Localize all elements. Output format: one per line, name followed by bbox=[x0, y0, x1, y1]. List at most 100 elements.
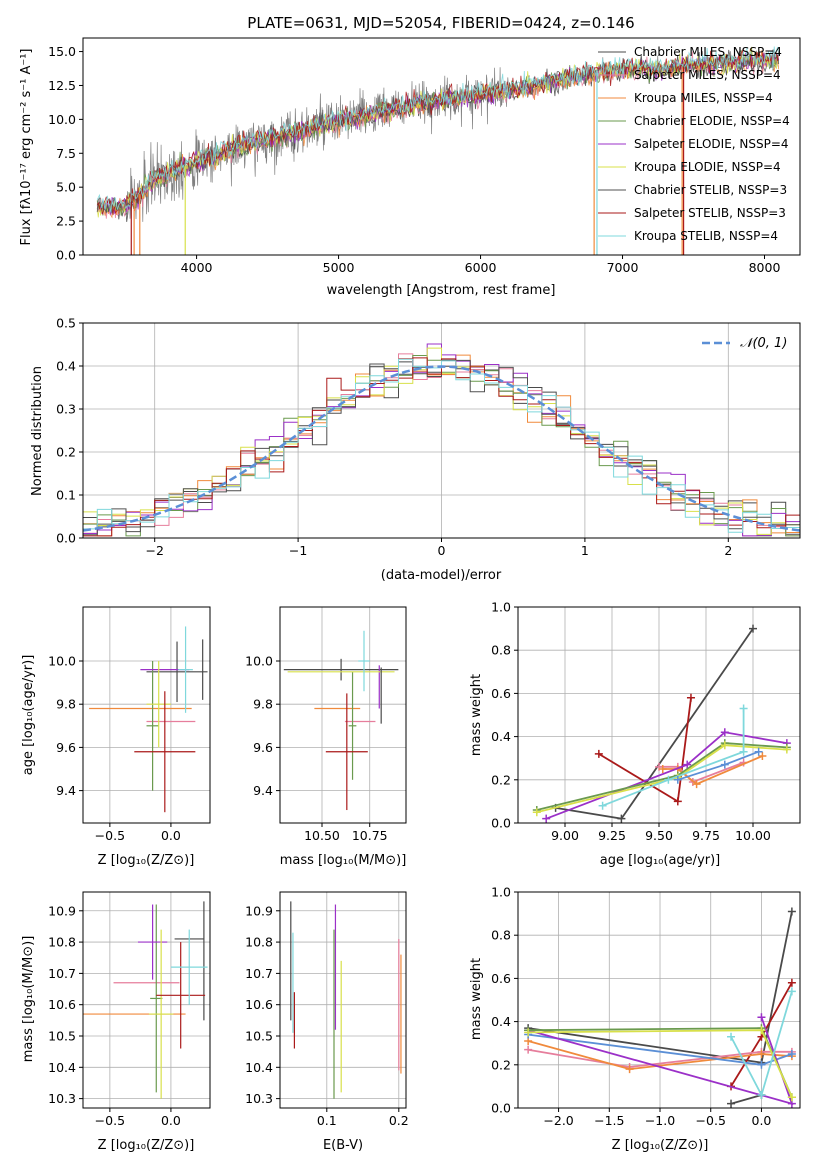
ebv_mass-ytick-label: 10.3 bbox=[245, 1091, 273, 1106]
spectrum-model-line bbox=[96, 46, 780, 213]
z_weight-point-marker bbox=[757, 1026, 766, 1035]
z_mass-ytick-label: 10.5 bbox=[48, 1029, 76, 1044]
residuals-ytick-label: 0.4 bbox=[56, 359, 76, 374]
residuals-xtick-label: −1 bbox=[289, 543, 307, 558]
age_weight-point-marker bbox=[594, 749, 603, 758]
spectrum-xtick-label: 5000 bbox=[323, 260, 355, 275]
z_weight-xtick-label: −1.0 bbox=[645, 1113, 675, 1128]
z_weight-xtick-label: −1.5 bbox=[594, 1113, 624, 1128]
ebv_mass-xtick-label: 0.2 bbox=[389, 1113, 409, 1128]
z_weight-point-marker bbox=[787, 907, 796, 916]
spectrum-legend-label: Salpeter MILES, NSSP=4 bbox=[634, 68, 781, 82]
residual-histogram-line bbox=[83, 357, 800, 537]
residual-histogram-line bbox=[83, 358, 800, 533]
mass_age-frame bbox=[279, 606, 407, 824]
z_mass-plot-area bbox=[83, 901, 208, 1099]
age_weight-ytick-label: 0.0 bbox=[491, 816, 511, 831]
age_weight-point-marker bbox=[683, 760, 692, 769]
spectrum-legend-label: Chabrier MILES, NSSP=4 bbox=[634, 45, 782, 59]
z_weight-series-line bbox=[527, 1048, 792, 1068]
spectrum-plot-area bbox=[96, 46, 780, 255]
spectrum-frame bbox=[82, 37, 801, 256]
age_weight-point-marker bbox=[658, 765, 667, 773]
residuals-xtick-label: −2 bbox=[145, 543, 163, 558]
z_weight-point-marker bbox=[757, 1050, 766, 1058]
age_weight-point-marker bbox=[617, 814, 626, 823]
age_weight-series-line bbox=[602, 708, 745, 807]
z-weight-ylabel: mass weight bbox=[469, 958, 484, 1040]
z_mass-ytick-label: 10.8 bbox=[48, 935, 76, 950]
z_mass-ytick-label: 10.3 bbox=[48, 1091, 76, 1106]
mass_age-ytick-label: 9.6 bbox=[253, 740, 273, 755]
z_weight-point-marker bbox=[727, 1099, 736, 1108]
age-weight-ylabel: mass weight bbox=[469, 674, 484, 756]
z_age-plot-area bbox=[89, 626, 208, 813]
z_weight-point-marker bbox=[727, 1032, 736, 1041]
age_weight-point-marker bbox=[686, 693, 695, 702]
residuals-xlabel: (data-model)/error bbox=[381, 568, 502, 583]
z-weight-xlabel: Z [log₁₀(Z/Z⊙)] bbox=[612, 1138, 709, 1153]
z_weight-point-marker bbox=[787, 1050, 796, 1058]
spectrum-ylabel: Flux [fλ10⁻¹⁷ erg cm⁻² s⁻¹ A⁻¹] bbox=[19, 49, 34, 246]
residuals-legend-label: 𝒩(0, 1) bbox=[740, 336, 787, 351]
residuals-plot-area bbox=[83, 343, 800, 537]
z-weight-panel: −2.0 −1.5 −1.0 −0.5 0.0 0.0 0.2 0.4 0.6 0.8 1.0 bbox=[491, 885, 801, 1128]
age_weight-point-marker bbox=[782, 745, 791, 754]
z-mass-xlabel: Z [log₁₀(Z/Z⊙)] bbox=[98, 1138, 195, 1153]
spectrum-panel: 4000 5000 6000 7000 8000 0.0 2.5 5.0 7.5 10.0 12.5… bbox=[48, 37, 801, 275]
age_weight-ytick-label: 0.8 bbox=[491, 643, 511, 658]
spectrum-legend-label: Kroupa ELODIE, NSSP=4 bbox=[634, 160, 781, 174]
age_weight-point-marker bbox=[673, 775, 682, 784]
z_mass-xtick-label: 0.0 bbox=[161, 1113, 181, 1128]
z_weight-ytick-label: 0.6 bbox=[491, 971, 511, 986]
z_weight-series-line bbox=[730, 1094, 762, 1105]
age_weight-xtick-label: 10.00 bbox=[735, 828, 771, 843]
age_weight-ytick-label: 0.4 bbox=[491, 729, 511, 744]
ebv_mass-ytick-label: 10.9 bbox=[245, 903, 273, 918]
z_age-ytick-label: 9.8 bbox=[56, 697, 76, 712]
age_weight-series-line bbox=[536, 742, 787, 811]
z-mass-ylabel: mass [log₁₀(M/M⊙)] bbox=[21, 936, 36, 1063]
ebv-mass-xlabel: E(B-V) bbox=[323, 1138, 363, 1153]
age_weight-xtick-label: 9.25 bbox=[598, 828, 626, 843]
age_weight-point-marker bbox=[720, 741, 729, 750]
spectrum-ytick-label: 0.0 bbox=[56, 248, 76, 263]
z_weight-ytick-label: 0.8 bbox=[491, 928, 511, 943]
spectrum-ytick-label: 15.0 bbox=[48, 44, 76, 59]
z_weight-point-marker bbox=[625, 1065, 634, 1074]
z_mass-xtick-label: −0.5 bbox=[95, 1113, 125, 1128]
z_weight-point-marker bbox=[757, 1013, 766, 1022]
spectrum-legend-label: Kroupa MILES, NSSP=4 bbox=[634, 91, 773, 105]
age_weight-point-marker bbox=[754, 747, 763, 756]
z_weight-point-marker bbox=[524, 1045, 533, 1054]
mass_age-ytick-label: 10.0 bbox=[245, 654, 273, 669]
residuals-xtick-label: 2 bbox=[724, 543, 732, 558]
z_mass-frame bbox=[82, 891, 211, 1109]
age_weight-ytick-label: 0.6 bbox=[491, 686, 511, 701]
z-age-xlabel: Z [log₁₀(Z/Z⊙)] bbox=[98, 853, 195, 868]
z-age-panel: −0.5 0.0 9.4 9.6 9.8 10.0 bbox=[48, 606, 211, 843]
spectrum-ytick-label: 7.5 bbox=[56, 146, 76, 161]
mass_age-xtick-label: 10.50 bbox=[304, 828, 340, 843]
ebv_mass-frame bbox=[279, 891, 407, 1109]
spectrum-ytick-label: 12.5 bbox=[48, 78, 76, 93]
ebv_mass-plot-area bbox=[290, 901, 402, 1099]
age_weight-point-marker bbox=[739, 747, 748, 756]
mass_age-ytick-label: 9.8 bbox=[253, 697, 273, 712]
age_weight-point-marker bbox=[692, 780, 701, 789]
age_weight-point-marker bbox=[664, 775, 673, 784]
residuals-frame bbox=[82, 322, 801, 539]
age_weight-series-line bbox=[536, 744, 787, 814]
ebv_mass-xtick-label: 0.1 bbox=[317, 1113, 337, 1128]
age_weight-point-marker bbox=[598, 801, 607, 810]
ebv_mass-ytick-label: 10.8 bbox=[245, 935, 273, 950]
z_weight-ytick-label: 0.0 bbox=[491, 1101, 511, 1116]
z_age-ytick-label: 9.4 bbox=[56, 783, 76, 798]
spectrum-legend-label: Salpeter STELIB, NSSP=3 bbox=[634, 206, 786, 220]
z_weight-plot-area bbox=[524, 907, 796, 1108]
residuals-xtick-label: 0 bbox=[438, 543, 446, 558]
ebv_mass-ytick-label: 10.5 bbox=[245, 1029, 273, 1044]
z_weight-ytick-label: 0.4 bbox=[491, 1014, 511, 1029]
